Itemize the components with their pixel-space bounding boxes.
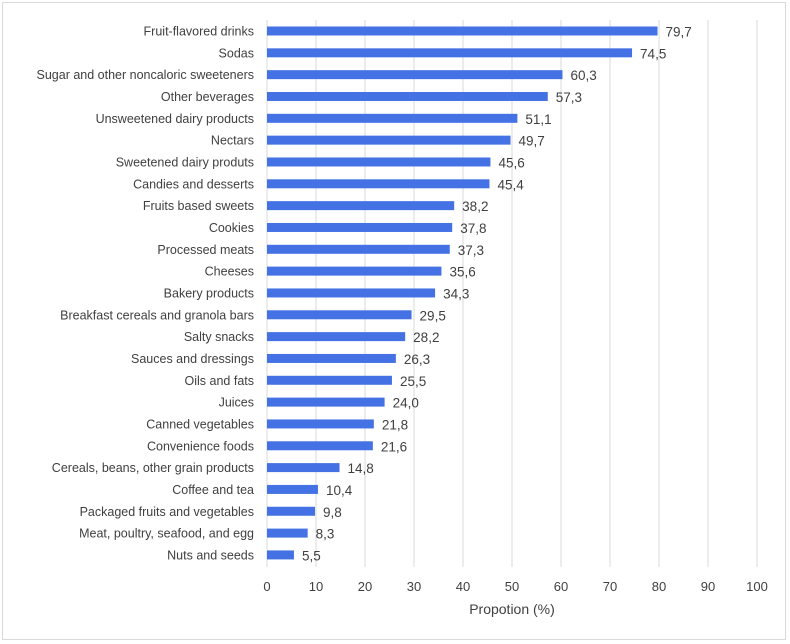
bar [267,332,406,342]
data-label: 74,5 [640,46,666,61]
bar [267,463,340,473]
x-tick-label: 30 [407,579,421,594]
bar [267,244,450,254]
category-label: Sodas [219,46,254,60]
bar [267,70,563,80]
bar [267,135,511,145]
data-label: 25,5 [400,374,426,389]
data-label: 45,6 [498,155,524,170]
data-label: 21,6 [381,439,407,454]
data-label: 10,4 [326,483,353,498]
category-label: Breakfast cereals and granola bars [60,308,254,322]
bar [267,48,633,58]
x-tick-label: 70 [603,579,617,594]
x-tick-label: 0 [263,579,270,594]
x-tick-label: 20 [358,579,372,594]
category-label: Cereals, beans, other grain products [52,461,254,475]
data-label: 26,3 [404,352,430,367]
bar [267,353,396,363]
x-axis-title: Propotion (%) [469,601,555,617]
data-label: 37,3 [458,243,484,258]
data-label: 45,4 [497,177,524,192]
category-label: Sweetened dairy produts [116,155,254,169]
category-label: Candies and desserts [133,177,254,191]
category-label: Canned vegetables [146,417,254,431]
bar [267,266,442,276]
bar [267,397,385,407]
category-label: Fruit-flavored drinks [144,25,254,39]
data-label: 57,3 [556,90,582,105]
category-label: Other beverages [161,90,254,104]
data-label: 21,8 [382,417,408,432]
category-label: Processed meats [157,243,254,257]
category-label: Nuts and seeds [167,548,254,562]
category-label: Sugar and other noncaloric sweeteners [37,68,255,82]
bar [267,179,490,189]
x-tick-label: 60 [554,579,568,594]
bar [267,310,412,320]
category-label: Bakery products [164,286,254,300]
category-label: Convenience foods [147,439,254,453]
bar [267,26,658,36]
bar [267,550,294,560]
category-label: Nectars [211,134,254,148]
data-label: 14,8 [348,461,374,476]
data-label: 28,2 [413,330,439,345]
data-label: 9,8 [323,505,342,520]
bar [267,441,373,451]
bar [267,201,455,211]
bar [267,288,436,298]
x-tick-label: 80 [652,579,666,594]
category-label: Packaged fruits and vegetables [80,505,254,519]
data-label: 29,5 [420,308,446,323]
data-label: 49,7 [519,134,545,149]
category-label: Juices [219,396,254,410]
bar [267,91,548,101]
category-label: Meat, poultry, seafood, and egg [79,527,254,541]
category-label: Cheeses [205,265,254,279]
category-label: Cookies [209,221,254,235]
x-tick-label: 10 [309,579,323,594]
bar [267,484,318,494]
category-label: Sauces and dressings [131,352,254,366]
x-tick-label: 100 [746,579,768,594]
bar [267,419,374,429]
category-label: Coffee and tea [172,483,254,497]
bar [267,113,518,123]
data-label: 79,7 [666,25,692,40]
data-label: 37,8 [460,221,486,236]
data-label: 8,3 [316,527,335,542]
data-label: 51,1 [525,112,551,127]
category-label: Unsweetened dairy products [96,112,254,126]
bar [267,528,308,538]
data-label: 34,3 [443,286,469,301]
data-label: 35,6 [449,265,475,280]
x-tick-label: 40 [456,579,470,594]
bar [267,222,453,232]
data-label: 24,0 [393,396,419,411]
data-label: 60,3 [570,68,596,83]
bar [267,375,392,385]
category-label: Oils and fats [185,374,254,388]
bar [267,506,316,516]
data-label: 5,5 [302,548,321,563]
bar [267,157,491,167]
x-tick-label: 90 [701,579,715,594]
category-label: Fruits based sweets [143,199,254,213]
data-label: 38,2 [462,199,488,214]
category-label: Salty snacks [184,330,254,344]
x-tick-label: 50 [505,579,519,594]
